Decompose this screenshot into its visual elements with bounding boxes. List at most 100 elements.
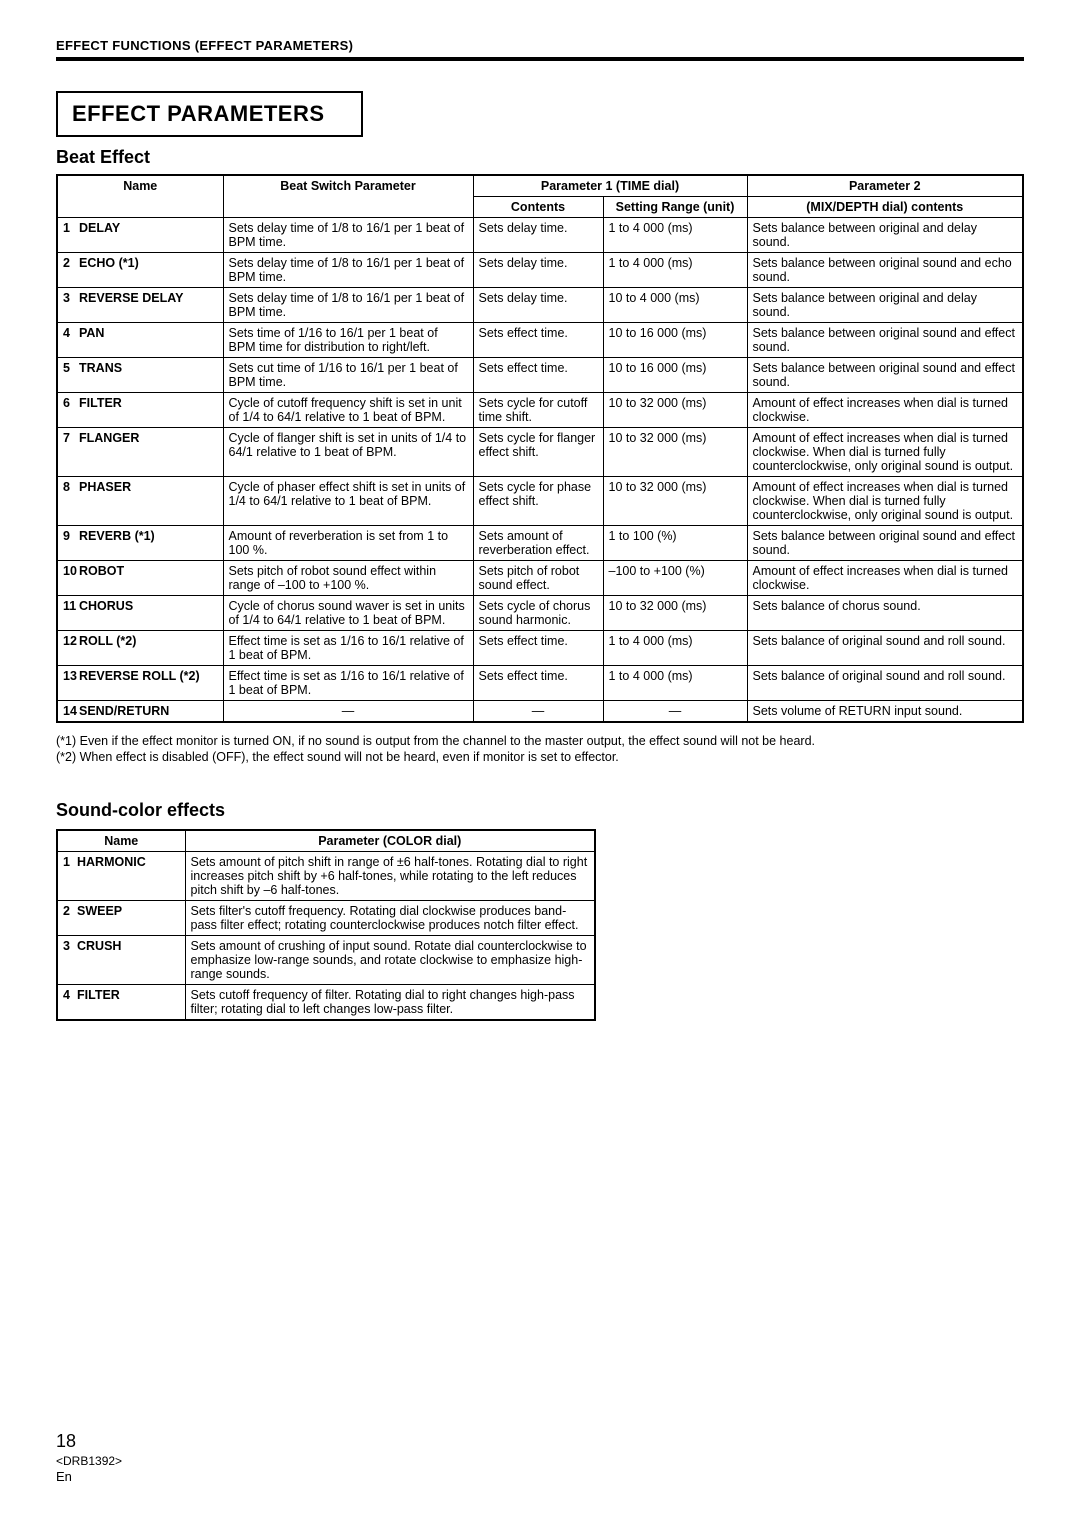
row-range: 10 to 32 000 (ms)	[603, 596, 747, 631]
table-row: 2SWEEPSets filter's cutoff frequency. Ro…	[57, 900, 595, 935]
row-range: 1 to 4 000 (ms)	[603, 631, 747, 666]
row-num: 10	[57, 561, 77, 596]
row-range: 10 to 16 000 (ms)	[603, 323, 747, 358]
row-num: 7	[57, 428, 77, 477]
row-name: FLANGER	[77, 428, 223, 477]
row-name: DELAY	[77, 218, 223, 253]
row-bsp: —	[223, 701, 473, 723]
row-p2: Sets balance between original sound and …	[747, 323, 1023, 358]
row-name: CRUSH	[75, 935, 185, 984]
row-p2: Amount of effect increases when dial is …	[747, 477, 1023, 526]
table-row: 4PANSets time of 1/16 to 16/1 per 1 beat…	[57, 323, 1023, 358]
row-contents: Sets effect time.	[473, 323, 603, 358]
row-range: 10 to 32 000 (ms)	[603, 393, 747, 428]
doc-code: <DRB1392>	[56, 1454, 122, 1470]
row-range: 1 to 4 000 (ms)	[603, 666, 747, 701]
table-row: 8PHASERCycle of phaser effect shift is s…	[57, 477, 1023, 526]
row-contents: Sets delay time.	[473, 253, 603, 288]
row-range: 1 to 4 000 (ms)	[603, 253, 747, 288]
row-num: 4	[57, 323, 77, 358]
row-p2: Sets balance between original sound and …	[747, 358, 1023, 393]
row-p2: Sets balance of original sound and roll …	[747, 666, 1023, 701]
row-p2: Sets volume of RETURN input sound.	[747, 701, 1023, 723]
table-row: 1HARMONICSets amount of pitch shift in r…	[57, 851, 595, 900]
page-title: EFFECT PARAMETERS	[56, 91, 363, 137]
row-bsp: Sets delay time of 1/8 to 16/1 per 1 bea…	[223, 253, 473, 288]
row-name: HARMONIC	[75, 851, 185, 900]
page-number: 18	[56, 1430, 122, 1453]
row-range: 10 to 4 000 (ms)	[603, 288, 747, 323]
row-range: 10 to 32 000 (ms)	[603, 428, 747, 477]
row-contents: Sets delay time.	[473, 288, 603, 323]
row-p2: Sets balance between original and delay …	[747, 218, 1023, 253]
col-contents: Contents	[473, 197, 603, 218]
row-bsp: Sets delay time of 1/8 to 16/1 per 1 bea…	[223, 218, 473, 253]
row-name: FILTER	[75, 984, 185, 1020]
row-name: SEND/RETURN	[77, 701, 223, 723]
table-row: 4FILTERSets cutoff frequency of filter. …	[57, 984, 595, 1020]
col-range: Setting Range (unit)	[603, 197, 747, 218]
section-header: EFFECT FUNCTIONS (EFFECT PARAMETERS)	[56, 38, 1024, 61]
table-row: 3CRUSHSets amount of crushing of input s…	[57, 935, 595, 984]
row-contents: Sets effect time.	[473, 631, 603, 666]
table-row: 10ROBOTSets pitch of robot sound effect …	[57, 561, 1023, 596]
col-p1: Parameter 1 (TIME dial)	[473, 175, 747, 197]
row-p2: Sets balance between original sound and …	[747, 253, 1023, 288]
scol-param: Parameter (COLOR dial)	[185, 830, 595, 852]
lang-code: En	[56, 1469, 122, 1486]
row-bsp: Sets pitch of robot sound effect within …	[223, 561, 473, 596]
row-num: 5	[57, 358, 77, 393]
table-row: 11CHORUSCycle of chorus sound waver is s…	[57, 596, 1023, 631]
row-range: 1 to 100 (%)	[603, 526, 747, 561]
row-p2: Amount of effect increases when dial is …	[747, 428, 1023, 477]
row-contents: Sets effect time.	[473, 358, 603, 393]
scol-name: Name	[57, 830, 185, 852]
row-range: 1 to 4 000 (ms)	[603, 218, 747, 253]
row-contents: —	[473, 701, 603, 723]
beat-effect-table: Name Beat Switch Parameter Parameter 1 (…	[56, 174, 1024, 723]
table-row: 13REVERSE ROLL (*2)Effect time is set as…	[57, 666, 1023, 701]
row-p2: Amount of effect increases when dial is …	[747, 393, 1023, 428]
note1: (*1) Even if the effect monitor is turne…	[56, 733, 1024, 749]
row-bsp: Amount of reverberation is set from 1 to…	[223, 526, 473, 561]
row-bsp: Cycle of chorus sound waver is set in un…	[223, 596, 473, 631]
row-name: SWEEP	[75, 900, 185, 935]
table-row: 9REVERB (*1)Amount of reverberation is s…	[57, 526, 1023, 561]
row-num: 3	[57, 935, 75, 984]
row-contents: Sets amount of reverberation effect.	[473, 526, 603, 561]
sound-effects-table: Name Parameter (COLOR dial) 1HARMONICSet…	[56, 829, 596, 1021]
row-bsp: Cycle of phaser effect shift is set in u…	[223, 477, 473, 526]
row-p2: Sets balance between original and delay …	[747, 288, 1023, 323]
row-range: –100 to +100 (%)	[603, 561, 747, 596]
row-bsp: Cycle of flanger shift is set in units o…	[223, 428, 473, 477]
row-param: Sets amount of pitch shift in range of ±…	[185, 851, 595, 900]
beat-subtitle: Beat Effect	[56, 147, 1024, 168]
row-num: 1	[57, 218, 77, 253]
row-contents: Sets delay time.	[473, 218, 603, 253]
table-row: 12ROLL (*2)Effect time is set as 1/16 to…	[57, 631, 1023, 666]
row-contents: Sets cycle for phase effect shift.	[473, 477, 603, 526]
row-p2: Sets balance of original sound and roll …	[747, 631, 1023, 666]
sound-subtitle: Sound-color effects	[56, 800, 1024, 821]
row-num: 3	[57, 288, 77, 323]
table-row: 2ECHO (*1)Sets delay time of 1/8 to 16/1…	[57, 253, 1023, 288]
row-contents: Sets cycle for cutoff time shift.	[473, 393, 603, 428]
row-num: 11	[57, 596, 77, 631]
table-row: 6FILTERCycle of cutoff frequency shift i…	[57, 393, 1023, 428]
row-num: 1	[57, 851, 75, 900]
note2: (*2) When effect is disabled (OFF), the …	[56, 749, 1024, 765]
row-contents: Sets cycle for flanger effect shift.	[473, 428, 603, 477]
row-name: ECHO (*1)	[77, 253, 223, 288]
row-bsp: Cycle of cutoff frequency shift is set i…	[223, 393, 473, 428]
row-name: ROBOT	[77, 561, 223, 596]
row-contents: Sets pitch of robot sound effect.	[473, 561, 603, 596]
row-name: ROLL (*2)	[77, 631, 223, 666]
row-name: FILTER	[77, 393, 223, 428]
table-row: 7FLANGERCycle of flanger shift is set in…	[57, 428, 1023, 477]
row-contents: Sets cycle of chorus sound harmonic.	[473, 596, 603, 631]
col-p2: Parameter 2	[747, 175, 1023, 197]
row-range: 10 to 16 000 (ms)	[603, 358, 747, 393]
page-footer: 18 <DRB1392> En	[56, 1430, 122, 1486]
row-range: —	[603, 701, 747, 723]
row-num: 4	[57, 984, 75, 1020]
